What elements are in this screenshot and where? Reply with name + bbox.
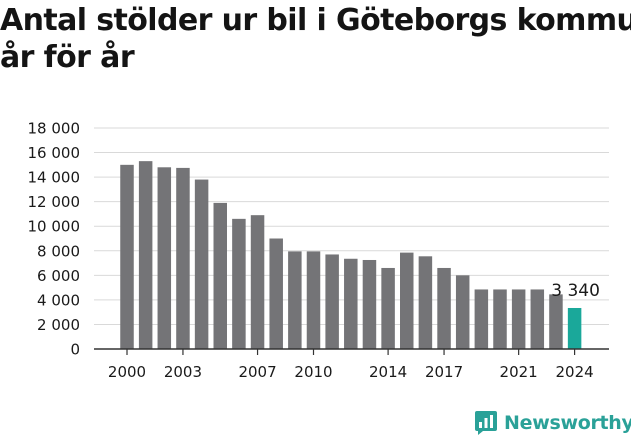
bar <box>194 179 209 349</box>
x-tick-label: 2010 <box>294 363 332 381</box>
y-tick-label: 2 000 <box>37 316 80 334</box>
newsworthy-icon <box>475 411 497 435</box>
y-tick-label: 18 000 <box>28 120 81 138</box>
y-tick-label: 14 000 <box>28 169 81 187</box>
x-tick-label: 2007 <box>238 363 276 381</box>
bar <box>157 167 172 349</box>
y-tick-label: 16 000 <box>28 144 81 162</box>
x-tick-label: 2024 <box>556 363 594 381</box>
chart-title: Antal stölder ur bil i Göteborgs kommun … <box>0 2 631 76</box>
bar <box>269 238 283 349</box>
bar <box>493 289 507 349</box>
y-tick-label: 6 000 <box>37 267 80 285</box>
bar <box>362 259 377 349</box>
bar <box>306 251 321 349</box>
bar <box>530 289 545 349</box>
bar <box>120 164 134 349</box>
bar <box>474 289 489 349</box>
newsworthy-logo[interactable]: Newsworthy <box>474 407 631 439</box>
x-tick-label: 2021 <box>500 363 538 381</box>
bar <box>549 294 563 349</box>
x-tick-label: 2003 <box>164 363 202 381</box>
bar-highlight <box>567 307 582 349</box>
bar <box>418 256 433 349</box>
x-tick-label: 2017 <box>425 363 463 381</box>
data-label: 3 340 <box>551 281 600 301</box>
x-tick-label: 2014 <box>369 363 407 381</box>
y-tick-label: 12 000 <box>28 193 81 211</box>
y-tick-label: 4 000 <box>37 291 80 309</box>
y-tick-label: 10 000 <box>28 218 81 236</box>
bar <box>250 215 265 349</box>
bar <box>176 167 190 349</box>
brand-name: Newsworthy <box>504 412 631 434</box>
chart-title-line-2: år för år <box>0 40 135 75</box>
y-tick-label: 0 <box>70 341 80 359</box>
chart-title-line-1: Antal stölder ur bil i Göteborgs kommun <box>0 3 631 38</box>
bar <box>455 275 470 349</box>
bar <box>381 267 395 349</box>
bar <box>213 202 227 349</box>
bar <box>400 252 414 349</box>
bar <box>437 267 451 349</box>
bar <box>138 161 153 349</box>
bar <box>344 258 358 349</box>
bar <box>232 218 246 349</box>
bar <box>325 254 339 349</box>
bar <box>288 251 302 349</box>
bar <box>511 289 526 349</box>
x-tick-label: 2000 <box>108 363 146 381</box>
y-tick-label: 8 000 <box>37 242 80 260</box>
